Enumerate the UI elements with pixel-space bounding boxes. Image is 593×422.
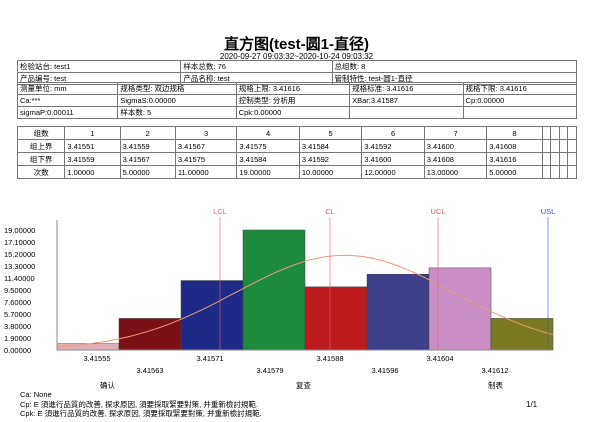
table-cell: 3.41567 [174,139,238,153]
table-cell: 5.00000 [486,165,543,179]
group-header-cell: 2 [119,126,176,140]
spec-table: 测量单位: mm 规格类型: 双边规格 规格上限: 3.41616 规格标准: … [16,82,578,119]
sigma-s: SigmaS:0.00000 [117,94,237,107]
ref-line-label: LCL [213,207,227,216]
table-cell: 3.41567 [119,152,176,166]
y-tick-label: 9.50000 [4,286,31,295]
table-cell: 19.00000 [236,165,300,179]
histogram-bar [242,229,306,351]
cpk-value: Cpk:0.00000 [235,106,351,119]
group-header-cell: 6 [361,126,425,140]
histogram-bar [304,286,368,351]
histogram-chart: 19.00000 17.10000 15.20000 13.30000 11.40000… [4,207,556,375]
x-tick-label: 3.41571 [196,354,223,363]
histogram-bar [490,318,554,351]
signoff-confirm: 确认 [100,381,115,390]
x-tick-label: 3.41563 [136,366,163,375]
table-cell: 13.00000 [423,165,488,179]
table-row: 组上界 3.41551 3.41559 3.41567 3.41575 3.41… [16,139,577,153]
table-cell: 3.41600 [423,139,488,153]
y-tick-label: 15.20000 [4,250,35,259]
row-label: 次数 [16,165,66,179]
control-type: 控制类型: 分析用 [235,94,351,107]
y-tick-label: 7.60000 [4,298,31,307]
table-cell: 11.00000 [174,165,238,179]
date-range: 2020-09-27 09:03:32~2020-10-24 09:03:32 [219,52,374,61]
table-cell: 5.00000 [119,165,176,179]
ca-value: Ca:*** [16,94,119,107]
row-label: 组下界 [16,152,66,166]
x-tick-label: 3.41588 [316,354,343,363]
sample-size: 样本数: 5 [117,106,237,119]
table-cell: 3.41616 [486,152,543,166]
spec-upper: 规格上限: 3.41616 [235,82,351,95]
y-tick-label: 19.00000 [4,226,35,235]
table-cell: 10.00000 [298,165,363,179]
group-header-cell: 1 [64,126,121,140]
sigma-p: sigmaP:0.00011 [16,106,119,119]
table-cell: 3.41575 [174,152,238,166]
group-header-cell: 组数 [16,126,66,140]
spec-lower: 规格下限: 3.41616 [462,82,578,95]
table-cell: 3.41575 [236,139,300,153]
unit: 测量单位: mm [16,82,119,95]
table-cell: 3.41600 [361,152,425,166]
xbar: XBar:3.41587 [349,94,464,107]
x-tick-label: 3.41555 [83,354,110,363]
group-header-cell: 3 [174,126,238,140]
footnote-ca: Ca: None [20,390,52,399]
y-tick-label: 17.10000 [4,238,35,247]
row-label: 组上界 [16,139,66,153]
x-tick-label: 3.41596 [371,366,398,375]
y-tick-label: 0.00000 [4,346,31,355]
table-cell: 3.41608 [486,139,543,153]
table-cell: 1.00000 [64,165,121,179]
ref-line-label: CL [325,207,335,216]
group-header-cell: 7 [423,126,488,140]
y-tick-label: 13.30000 [4,262,35,271]
y-tick-label: 1.90000 [4,334,31,343]
x-tick-label: 3.41604 [426,354,453,363]
table-cell: 3.41584 [236,152,300,166]
footnote-cpk: Cpk: E 須進行品質的改善, 探求原因, 須要採取緊要對策, 并重新檢討規範… [20,409,262,418]
table-cell: 3.41559 [64,152,121,166]
y-tick-label: 11.40000 [4,274,35,283]
group-header-cell: 8 [486,126,543,140]
x-tick-label: 3.41612 [481,366,508,375]
table-cell: 3.41551 [64,139,121,153]
ref-line-label: UCL [430,207,445,216]
signoff-prepared: 制表 [488,381,503,390]
table-row: 次数 1.00000 5.00000 11.00000 19.00000 10.… [16,165,577,179]
spec-type: 规格类型: 双边规格 [117,82,237,95]
footnote-cp: Cp: E 須進行品質的改善, 探求原因, 須要採取緊要對策, 并重新檢討規範. [20,400,258,409]
table-cell: 3.41584 [298,139,363,153]
table-cell: 3.41608 [423,152,488,166]
table-cell: 12.00000 [361,165,425,179]
page-number: 1/1 [526,400,538,409]
cp-value: Cp:0.00000 [462,94,578,107]
ref-line-label: USL [541,207,556,216]
station: 检验站台: test1 [16,60,182,73]
table-cell: 3.41592 [361,139,425,153]
x-tick-label: 3.41579 [256,366,283,375]
page-title: 直方图(test-圆1-直径) [224,36,369,53]
table-cell: 3.41559 [119,139,176,153]
signoff-review: 复查 [296,381,311,390]
group-table: 组数 1 2 3 4 5 6 7 8 组上界 3.41551 3.41559 3… [16,126,577,179]
group-total: 总组数: 8 [331,60,578,73]
group-header-cell: 4 [236,126,300,140]
histogram-bar [428,267,492,351]
spec-standard: 规格标准: 3.41616 [349,82,464,95]
table-cell: 3.41592 [298,152,363,166]
sample-total: 样本总数: 76 [180,60,333,73]
group-header-cell: 5 [298,126,363,140]
normal-curve [56,254,554,348]
y-tick-label: 5.70000 [4,310,31,319]
y-tick-label: 3.80000 [4,322,31,331]
group-header-row: 组数 1 2 3 4 5 6 7 8 [16,126,577,140]
histogram-bar [366,273,430,351]
table-row: 组下界 3.41559 3.41567 3.41575 3.41584 3.41… [16,152,577,166]
